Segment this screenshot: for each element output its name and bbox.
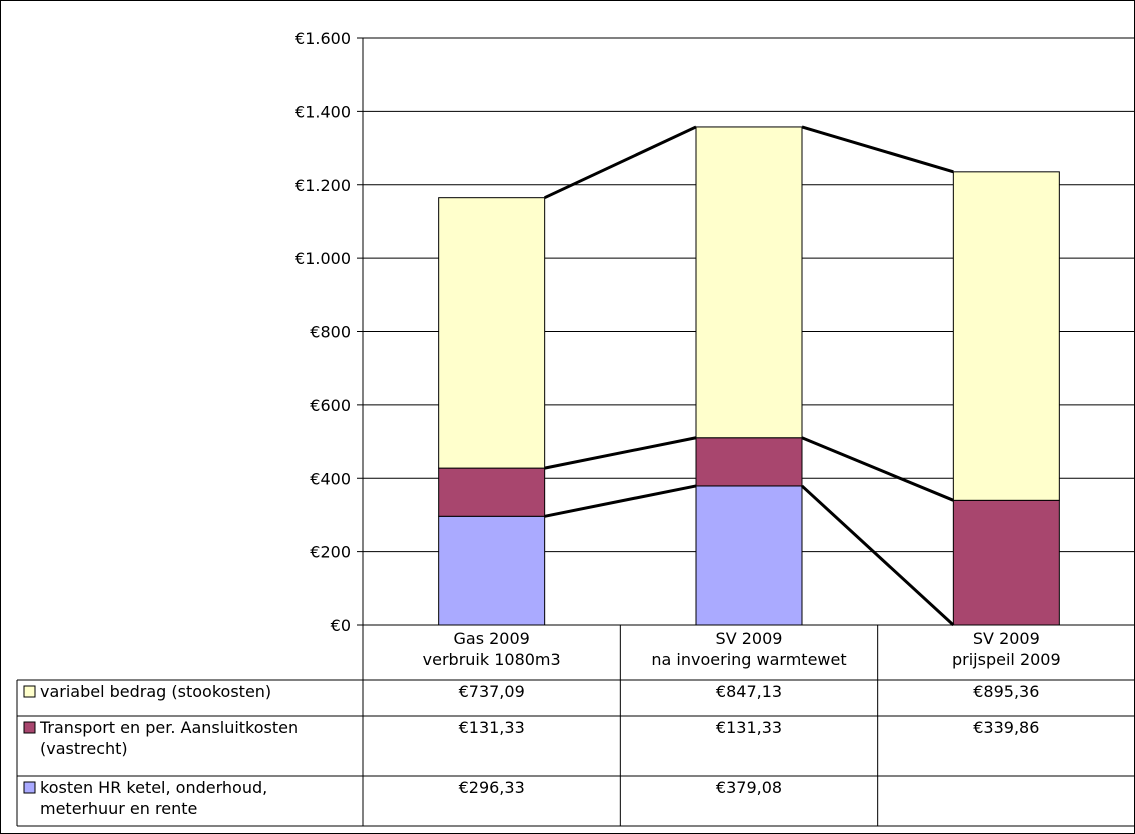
series-line: [801, 436, 954, 502]
legend-label: Transport en per. Aansluitkosten: [39, 718, 298, 737]
category-label: verbruik 1080m3: [423, 650, 561, 669]
y-tick-label: €0: [331, 616, 351, 635]
y-tick-label: €800: [310, 323, 351, 342]
data-label: €131,33: [716, 718, 782, 737]
data-label: €847,13: [716, 682, 782, 701]
series-line: [800, 484, 955, 627]
category-label: prijspeil 2009: [952, 650, 1061, 669]
category-label: SV 2009: [973, 629, 1040, 648]
series-line: [544, 436, 697, 470]
category-label: na invoering warmtewet: [651, 650, 846, 669]
series-line: [544, 125, 697, 200]
bar-segment: [695, 485, 803, 626]
category-label: SV 2009: [716, 629, 783, 648]
category-label: Gas 2009: [453, 629, 529, 648]
bar-segment: [695, 437, 803, 487]
value-axis: €0 €200 €400 €600 €800 €1.000 €1.200 €1.400 €1.6…: [295, 29, 364, 635]
series-line: [544, 484, 697, 518]
bar-segment: [695, 126, 803, 439]
data-table: Gas 2009 verbruik 1080m3 SV 2009 na invoeri…: [16, 624, 1135, 827]
data-label: €296,33: [459, 778, 525, 797]
legend-key: [23, 685, 36, 698]
y-tick-label: €1.400: [295, 102, 351, 121]
data-label: €737,09: [459, 682, 525, 701]
legend-label: meterhuur en rente: [40, 799, 197, 818]
data-label: €895,36: [973, 682, 1039, 701]
bar-segment: [438, 197, 546, 469]
legend-label: kosten HR ketel, onderhoud,: [40, 778, 267, 797]
series-lines: [544, 125, 955, 627]
y-tick-label: €1.000: [295, 249, 351, 268]
bar-segment: [952, 171, 1060, 501]
bar-segment: [438, 467, 546, 517]
y-tick-label: €200: [310, 543, 351, 562]
legend-key: [23, 781, 36, 794]
bar-segment: [952, 499, 1060, 626]
y-tick-label: €400: [310, 469, 351, 488]
legend-key: [23, 721, 36, 734]
series-line: [801, 125, 954, 174]
y-tick-label: €1.200: [295, 176, 351, 195]
legend-label: (vastrecht): [40, 739, 128, 758]
legend-label: variabel bedrag (stookosten): [40, 682, 271, 701]
data-label: €339,86: [973, 718, 1039, 737]
bar-segment: [438, 515, 546, 626]
y-tick-label: €600: [310, 396, 351, 415]
y-tick-label: €1.600: [295, 29, 351, 48]
data-label: €131,33: [459, 718, 525, 737]
data-label: €379,08: [716, 778, 782, 797]
bars: [438, 126, 1060, 626]
